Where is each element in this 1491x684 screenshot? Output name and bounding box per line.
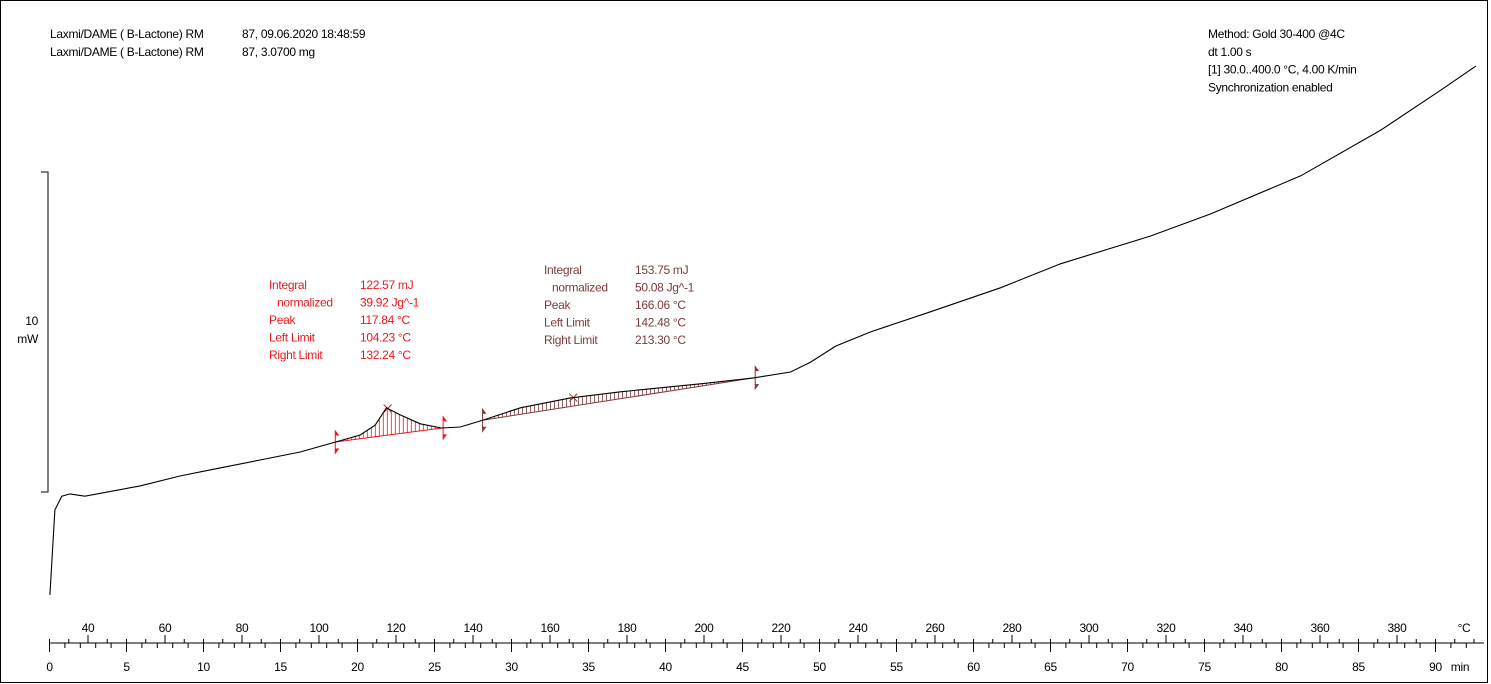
x2-tick-label: 50 bbox=[813, 660, 826, 674]
x-tick-label: 140 bbox=[463, 621, 483, 635]
header-text: dt 1.00 s bbox=[1208, 45, 1252, 59]
dsc-curve bbox=[49, 65, 1477, 596]
annotation-label: normalized bbox=[552, 281, 608, 295]
x-tick-label: 260 bbox=[925, 621, 945, 635]
x2-tick-label: 55 bbox=[890, 660, 903, 674]
annotation-label: Right Limit bbox=[544, 333, 598, 347]
x2-tick-label: 40 bbox=[659, 660, 672, 674]
x2-tick-label: 10 bbox=[197, 660, 210, 674]
annotation-value: 39.92 Jg^-1 bbox=[360, 296, 420, 310]
header-text: Laxmi/DAME ( B-Lactone) RM bbox=[50, 27, 204, 41]
scale-bar bbox=[41, 171, 49, 493]
x-tick-label: 40 bbox=[82, 621, 95, 635]
x2-tick-label: 0 bbox=[46, 660, 53, 674]
header-text: [1] 30.0..400.0 °C, 4.00 K/min bbox=[1208, 63, 1357, 77]
x-tick-label: 80 bbox=[236, 621, 249, 635]
header-text: Laxmi/DAME ( B-Lactone) RM bbox=[50, 45, 204, 59]
annotation-label: normalized bbox=[277, 296, 333, 310]
header-text: Synchronization enabled bbox=[1208, 80, 1333, 94]
x-tick-label: 100 bbox=[309, 621, 329, 635]
x-tick-label: 360 bbox=[1310, 621, 1330, 635]
annotation-label: Integral bbox=[544, 263, 582, 277]
x2-tick-label: 90 bbox=[1429, 660, 1442, 674]
x2-axis-unit: min bbox=[1451, 660, 1469, 674]
x-tick-label: 180 bbox=[617, 621, 637, 635]
annotation-value: 122.57 mJ bbox=[360, 278, 414, 292]
annotation-value: 50.08 Jg^-1 bbox=[635, 281, 695, 295]
annotation-label: Left Limit bbox=[544, 316, 591, 330]
x-tick-label: 320 bbox=[1156, 621, 1176, 635]
annotation-label: Peak bbox=[544, 298, 571, 312]
annotation-value: 117.84 °C bbox=[360, 313, 411, 327]
x-tick-label: 200 bbox=[694, 621, 714, 635]
x2-tick-label: 70 bbox=[1121, 660, 1134, 674]
x-tick-label: 380 bbox=[1387, 621, 1407, 635]
x-tick-label: 300 bbox=[1079, 621, 1099, 635]
x2-tick-label: 65 bbox=[1044, 660, 1057, 674]
header-text: Method: Gold 30-400 @4C bbox=[1208, 27, 1345, 41]
annotation-value: 104.23 °C bbox=[360, 331, 411, 345]
x2-tick-label: 25 bbox=[428, 660, 441, 674]
annotation-label: Peak bbox=[269, 313, 296, 327]
x2-tick-label: 80 bbox=[1275, 660, 1288, 674]
x2-tick-label: 45 bbox=[736, 660, 749, 674]
x-tick-label: 280 bbox=[1002, 621, 1022, 635]
scale-bar-unit: mW bbox=[17, 332, 39, 346]
annotation-value: 153.75 mJ bbox=[635, 263, 689, 277]
x-tick-label: 60 bbox=[159, 621, 172, 635]
x-tick-label: 240 bbox=[848, 621, 868, 635]
header-text: 87, 3.0700 mg bbox=[242, 45, 315, 59]
annotation-value: 213.30 °C bbox=[635, 333, 686, 347]
annotation-value: 132.24 °C bbox=[360, 348, 411, 362]
x-axis-unit: °C bbox=[1458, 621, 1471, 635]
x-tick-label: 340 bbox=[1233, 621, 1253, 635]
x2-tick-label: 75 bbox=[1198, 660, 1211, 674]
x2-tick-label: 30 bbox=[505, 660, 518, 674]
x-tick-label: 160 bbox=[540, 621, 560, 635]
x2-tick-label: 60 bbox=[967, 660, 980, 674]
annotation-value: 166.06 °C bbox=[635, 298, 686, 312]
x-tick-label: 220 bbox=[771, 621, 791, 635]
baseline bbox=[335, 427, 444, 443]
annotation-value: 142.48 °C bbox=[635, 316, 686, 330]
x-tick-label: 120 bbox=[386, 621, 406, 635]
annotation-label: Integral bbox=[269, 278, 307, 292]
baseline bbox=[482, 377, 756, 421]
x2-tick-label: 15 bbox=[274, 660, 287, 674]
scale-bar-value: 10 bbox=[25, 314, 38, 328]
x2-tick-label: 35 bbox=[582, 660, 595, 674]
limit-marker bbox=[442, 415, 448, 441]
x2-tick-label: 5 bbox=[123, 660, 130, 674]
x2-tick-label: 20 bbox=[351, 660, 364, 674]
annotation-label: Right Limit bbox=[269, 348, 323, 362]
x2-tick-label: 85 bbox=[1352, 660, 1365, 674]
annotation-label: Left Limit bbox=[269, 331, 316, 345]
header-text: 87, 09.06.2020 18:48:59 bbox=[242, 27, 366, 41]
